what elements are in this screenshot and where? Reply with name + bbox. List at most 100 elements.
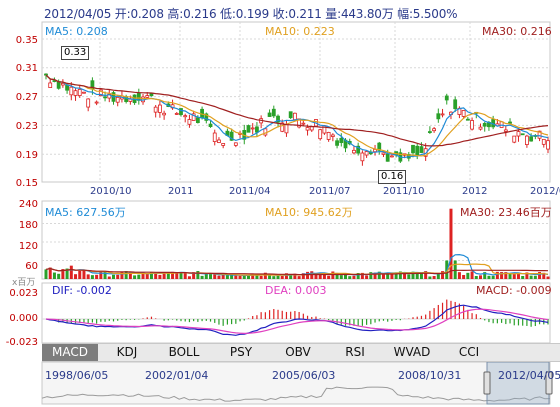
volume-bar	[525, 272, 529, 279]
candle-body	[520, 133, 525, 136]
ma10-line	[45, 74, 549, 157]
candle-body	[292, 112, 297, 121]
macd-dif-label: DIF: -0.002	[52, 284, 112, 297]
volume-bar	[495, 271, 499, 279]
volume-bar	[280, 276, 284, 279]
candle-body	[103, 96, 107, 99]
tab-obv[interactable]: OBV	[285, 345, 311, 359]
tab-boll[interactable]: BOLL	[168, 345, 200, 359]
price-x-tick: 2012/0	[530, 186, 560, 197]
candle-body	[246, 125, 251, 133]
volume-bar	[137, 274, 141, 279]
volume-bar	[103, 271, 107, 279]
candle-body	[250, 127, 255, 130]
volume-bar	[128, 272, 132, 279]
volume-bar	[183, 273, 187, 279]
candle-body	[153, 106, 158, 113]
candle-body	[267, 112, 272, 117]
volume-bar	[192, 272, 196, 279]
volume-bar	[369, 272, 373, 279]
volume-bar	[289, 274, 293, 279]
candle-body	[470, 120, 474, 130]
volume-bar	[436, 272, 440, 279]
price-y-tick: 0.27	[15, 92, 38, 103]
navigator-drag-handle[interactable]	[545, 371, 553, 395]
tab-psy[interactable]: PSY	[229, 345, 253, 359]
volume-bar	[360, 272, 364, 279]
volume-bar	[457, 272, 461, 279]
volume-bar	[111, 274, 115, 279]
volume-bar	[242, 275, 246, 279]
candle-body	[364, 151, 369, 156]
candle-body	[512, 135, 517, 143]
macd-dea-label: DEA: 0.003	[265, 284, 327, 297]
tab-macd[interactable]: MACD	[42, 344, 98, 361]
min-price-callout: 0.16	[378, 170, 407, 184]
price-y-tick: 0.23	[15, 121, 38, 132]
candle-body	[288, 111, 293, 119]
candle-body	[94, 101, 99, 104]
candle-body	[56, 81, 61, 89]
volume-bar	[221, 274, 225, 279]
volume-y-tick: 240	[18, 199, 38, 210]
price-ma30-label: MA30: 0.216	[482, 25, 552, 38]
candle-body	[86, 98, 91, 108]
volume-bar	[335, 273, 339, 279]
candle-body	[339, 137, 344, 144]
volume-bar	[306, 271, 310, 279]
tab-rsi[interactable]: RSI	[345, 345, 365, 359]
volume-bar	[44, 269, 48, 279]
navigator-drag-handle[interactable]	[483, 371, 491, 395]
candle-body	[390, 155, 394, 158]
volume-bar	[466, 272, 470, 279]
navigator-date-label: 2012/04/05	[498, 369, 560, 382]
candle-body	[419, 146, 424, 153]
volume-bar	[238, 275, 242, 279]
candle-body	[280, 122, 285, 132]
candle-body	[187, 119, 192, 125]
volume-bar	[327, 275, 331, 279]
tab-kdj[interactable]: KDJ	[116, 345, 138, 359]
candle-body	[179, 108, 183, 116]
volume-bar	[255, 274, 259, 279]
candle-body	[478, 126, 483, 130]
volume-bar	[90, 275, 94, 279]
candle-body	[432, 128, 437, 132]
macd-value-label: MACD: -0.009	[476, 284, 552, 297]
volume-bar	[508, 273, 512, 279]
volume-bar	[415, 272, 419, 279]
price-x-tick: 2011/04	[229, 186, 271, 197]
candle-body	[255, 126, 259, 133]
volume-ma30-line	[45, 267, 549, 276]
candle-body	[115, 96, 120, 103]
candle-body	[541, 138, 546, 145]
volume-bar	[432, 276, 436, 279]
tab-wvad[interactable]: WVAD	[393, 345, 431, 359]
volume-bar	[441, 271, 445, 279]
candle-body	[162, 112, 167, 116]
volume-bar	[149, 272, 153, 279]
volume-bar	[386, 272, 390, 279]
volume-bar	[124, 271, 128, 279]
quote-open: 开:0.208	[114, 7, 164, 21]
volume-bar	[158, 274, 162, 279]
volume-bar	[276, 275, 280, 279]
candle-body	[82, 91, 86, 94]
volume-bar	[449, 208, 453, 279]
candle-body	[465, 118, 470, 121]
volume-ma30-label: MA30: 23.46百万	[460, 206, 552, 219]
volume-bar	[268, 275, 272, 279]
navigator-date-label: 2008/10/31	[398, 369, 462, 382]
candle-body	[145, 95, 150, 98]
tab-cci[interactable]: CCI	[458, 345, 480, 359]
max-price-callout: 0.33	[61, 46, 90, 60]
candle-body	[525, 135, 529, 145]
price-ma5-label: MA5: 0.208	[45, 25, 108, 38]
indicator-tabs: MACD KDJ BOLL PSY OBV RSI WVAD CCI	[42, 343, 560, 362]
volume-bar	[200, 275, 204, 279]
navigator-date-label: 1998/06/05	[45, 369, 109, 382]
candle-body	[453, 99, 458, 110]
candle-body	[508, 121, 512, 124]
volume-ma10-label: MA10: 945.62万	[265, 206, 353, 219]
